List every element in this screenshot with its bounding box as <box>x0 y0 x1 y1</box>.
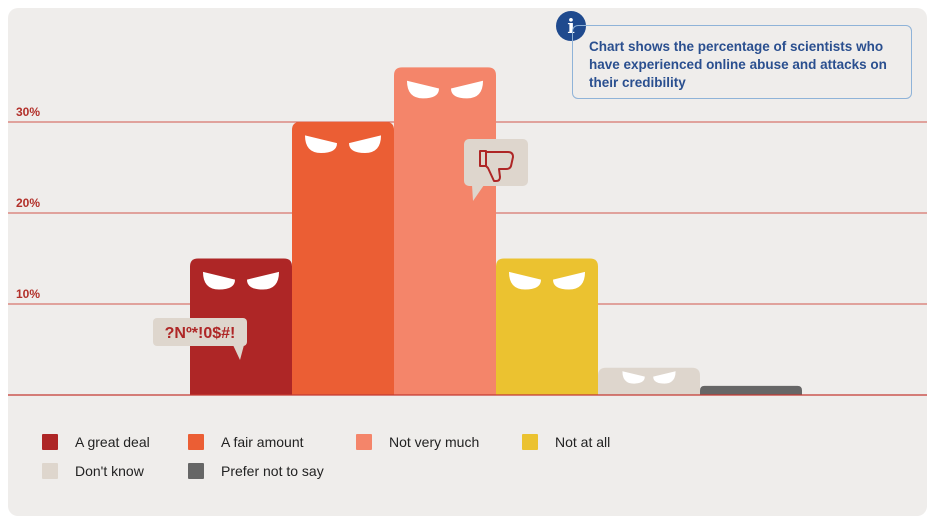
legend-item: A great deal <box>42 434 150 450</box>
legend-swatch <box>522 434 538 450</box>
bar-eye <box>553 271 585 290</box>
legend-label: A great deal <box>75 434 150 450</box>
bar-eye <box>451 80 483 99</box>
bar <box>598 367 700 395</box>
info-text: Chart shows the percentage of scientists… <box>589 39 887 90</box>
info-icon: i <box>556 11 586 41</box>
thumbs-down-speech-bubble <box>464 139 528 201</box>
legend-item: Don't know <box>42 463 144 479</box>
legend-swatch <box>42 434 58 450</box>
bar <box>292 122 394 395</box>
chart-card: 10% 20% 30% ?Nº*!0$#! i Chart shows the pe… <box>8 8 927 516</box>
bar-eye <box>305 135 337 153</box>
legend-swatch <box>188 434 204 450</box>
bar <box>496 258 598 395</box>
bar-eye <box>407 80 439 99</box>
legend-label: Not very much <box>389 434 480 450</box>
thumbs-down-icon <box>479 150 514 182</box>
bar <box>394 67 496 396</box>
legend-item: Not at all <box>522 434 610 450</box>
legend-label: Don't know <box>75 463 144 479</box>
legend-label: Prefer not to say <box>221 463 324 479</box>
legend-swatch <box>42 463 58 479</box>
info-box: Chart shows the percentage of scientists… <box>572 25 912 99</box>
y-tick-label: 30% <box>16 105 40 119</box>
bar <box>700 385 802 395</box>
bar-eye <box>247 271 279 290</box>
legend-item: A fair amount <box>188 434 304 450</box>
curse-speech-bubble: ?Nº*!0$#! <box>153 318 247 360</box>
bar-eye <box>349 135 381 153</box>
bar-eye <box>509 271 541 290</box>
bar-eye <box>622 371 645 384</box>
legend-swatch <box>356 434 372 450</box>
legend-label: Not at all <box>555 434 611 450</box>
legend-item: Prefer not to say <box>188 463 324 479</box>
bar-eye <box>653 371 676 384</box>
bar-chart: 10% 20% 30% ?Nº*!0$#! <box>8 67 927 396</box>
legend-swatch <box>188 463 204 479</box>
y-tick-label: 10% <box>16 287 40 301</box>
curse-text: ?Nº*!0$#! <box>165 325 236 342</box>
legend-label: A fair amount <box>221 434 304 450</box>
y-tick-label: 20% <box>16 196 40 210</box>
bar-eye <box>203 271 235 290</box>
legend-item: Not very much <box>356 434 479 450</box>
